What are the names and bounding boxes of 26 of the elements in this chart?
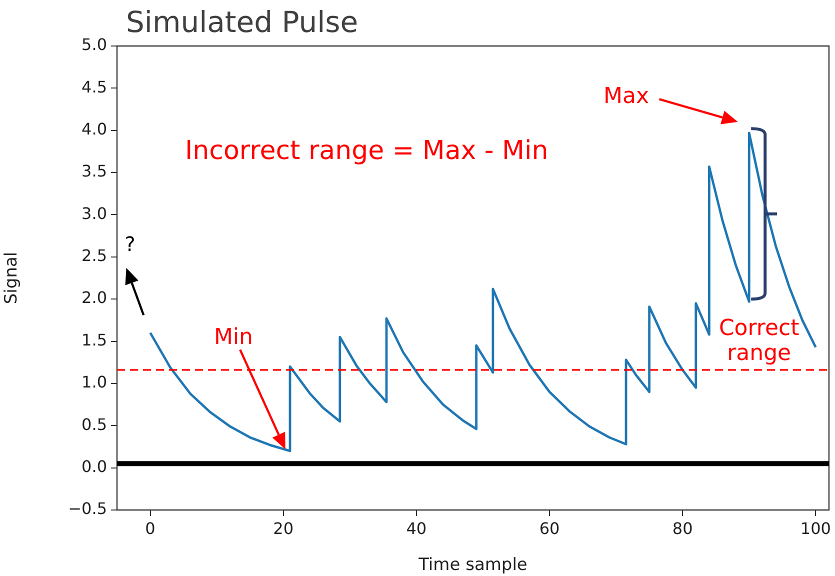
y-axis-title: Signal bbox=[2, 252, 22, 304]
x-tick-label: 20 bbox=[273, 518, 294, 538]
y-tick-label: 0.5 bbox=[82, 414, 107, 434]
annotation: ? bbox=[124, 232, 136, 256]
annotation: Min bbox=[214, 324, 253, 350]
chart-title: Simulated Pulse bbox=[126, 5, 358, 39]
x-tick-label: 40 bbox=[406, 518, 427, 538]
x-tick-label: 60 bbox=[539, 518, 560, 538]
y-tick-label: 4.0 bbox=[82, 120, 107, 139]
y-tick-label: 3.5 bbox=[82, 162, 107, 181]
annotation: Max bbox=[604, 84, 649, 109]
x-tick-label: 100 bbox=[800, 518, 831, 538]
x-axis-title: Time sample bbox=[418, 555, 528, 576]
y-tick-label: 0.0 bbox=[82, 456, 107, 476]
y-tick-label: 3.0 bbox=[82, 204, 107, 223]
y-tick-label: 5.0 bbox=[82, 35, 107, 54]
y-tick-label: −0.5 bbox=[68, 499, 107, 518]
annotation: Incorrect range = Max - Min bbox=[185, 136, 548, 166]
y-tick-label: 2.5 bbox=[82, 246, 107, 266]
annotation: Correct range bbox=[718, 316, 800, 366]
y-tick-label: 2.0 bbox=[82, 288, 107, 308]
y-tick-label: 4.5 bbox=[82, 77, 107, 96]
y-tick-label: 1.5 bbox=[82, 330, 107, 350]
x-tick-label: 80 bbox=[672, 518, 693, 538]
y-tick-label: 1.0 bbox=[82, 372, 107, 392]
x-tick-label: 0 bbox=[145, 518, 156, 538]
